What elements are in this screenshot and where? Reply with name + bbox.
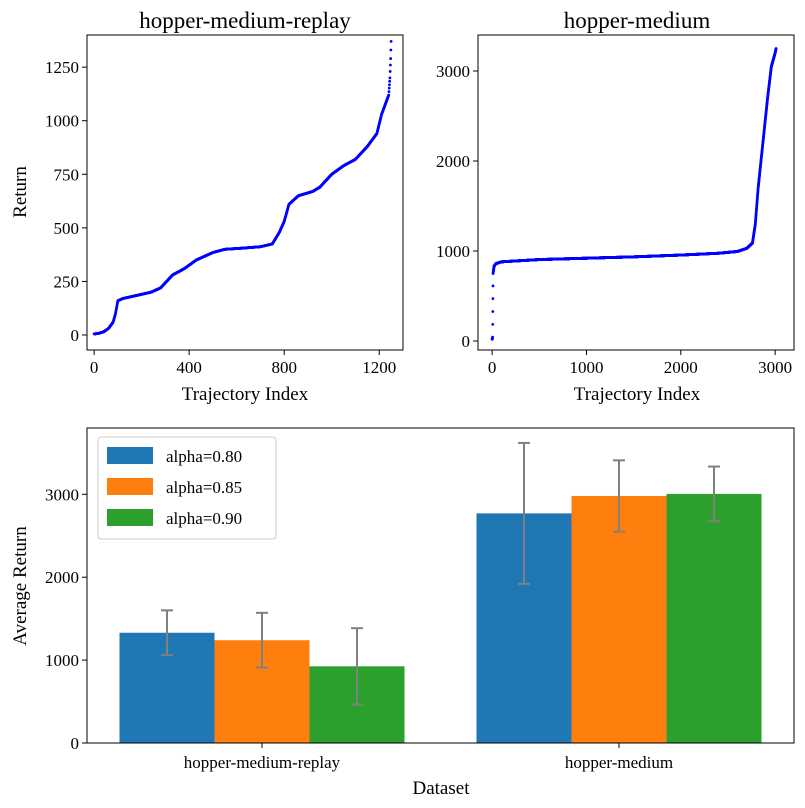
subplot-2-x-label: Trajectory Index — [574, 384, 701, 405]
data-point — [491, 284, 495, 288]
subplot-1-y-label: Return — [10, 166, 31, 218]
x-tick-label: hopper-medium-replay — [184, 753, 341, 772]
data-point — [491, 310, 495, 313]
x-tick-label: 3000 — [758, 358, 792, 377]
y-tick-label: 250 — [54, 272, 80, 291]
y-tick-label: 2000 — [45, 568, 79, 587]
data-point — [388, 79, 392, 83]
subplot-1-x-label: Trajectory Index — [182, 384, 309, 405]
subplot-3-y-ticks: 0 1000 2000 3000 — [45, 485, 87, 753]
legend-swatch-alpha-0.80 — [107, 447, 153, 464]
y-tick-label: 1000 — [45, 112, 79, 131]
x-tick-label: hopper-medium — [565, 753, 673, 772]
y-tick-label: 750 — [54, 165, 80, 184]
y-tick-label: 3000 — [436, 62, 470, 81]
subplot-1-points — [92, 40, 393, 336]
legend-label-alpha-0.80: alpha=0.80 — [166, 447, 242, 466]
data-point — [389, 40, 393, 43]
data-point — [389, 48, 393, 52]
data-point — [774, 47, 778, 50]
subplot-1-title: hopper-medium-replay — [139, 8, 351, 33]
data-point — [491, 335, 495, 339]
x-tick-label: 1200 — [362, 358, 396, 377]
subplot-2-x-ticks: 0 1000 2000 3000 — [488, 350, 792, 377]
subplot-3-x-label: Dataset — [413, 778, 471, 799]
y-tick-label: 3000 — [45, 485, 79, 504]
subplot-1-x-ticks: 0 400 800 1200 — [90, 350, 396, 377]
bar-alpha=0.85-hopper-medium — [571, 495, 667, 743]
subplot-2-title: hopper-medium — [564, 8, 711, 33]
y-tick-label: 0 — [71, 326, 80, 345]
data-point — [388, 70, 392, 73]
subplot-3-x-ticks: hopper-medium-replay hopper-medium — [184, 743, 673, 772]
x-tick-label: 0 — [90, 358, 99, 377]
legend-swatch-alpha-0.85 — [107, 478, 153, 495]
data-point — [387, 93, 391, 97]
x-tick-label: 1000 — [569, 358, 603, 377]
bar-alpha=0.90-hopper-medium — [666, 493, 762, 743]
data-point — [388, 83, 391, 87]
subplot-hopper-medium: hopper-medium 0 1000 2000 3000 0 1000 2000 300… — [436, 8, 795, 405]
y-tick-label: 2000 — [436, 152, 470, 171]
subplot-bar-chart: hopper-medium-replay hopper-medium 0 1000 2… — [10, 427, 795, 799]
data-point — [491, 322, 495, 326]
subplot-hopper-medium-replay: hopper-medium-replay 0 400 800 1200 0 250 500… — [10, 8, 404, 405]
data-point — [491, 297, 495, 301]
legend-label-alpha-0.85: alpha=0.85 — [166, 478, 242, 497]
subplot-3-y-label: Average Return — [10, 526, 31, 646]
subplot-1-frame — [86, 34, 404, 351]
x-tick-label: 0 — [488, 358, 497, 377]
subplot-2-frame — [477, 34, 795, 351]
y-tick-label: 0 — [71, 734, 80, 753]
subplot-1-y-ticks: 0 250 500 750 1000 1250 — [45, 58, 87, 345]
data-point — [387, 86, 391, 90]
legend: alpha=0.80 alpha=0.85 alpha=0.90 — [97, 436, 277, 540]
legend-label-alpha-0.90: alpha=0.90 — [166, 509, 242, 528]
data-point — [388, 76, 392, 80]
x-tick-label: 800 — [271, 358, 297, 377]
y-tick-label: 1000 — [45, 651, 79, 670]
subplot-2-points — [490, 47, 778, 341]
data-point — [389, 63, 392, 67]
y-tick-label: 500 — [54, 219, 80, 238]
data-point — [389, 57, 393, 60]
y-tick-label: 0 — [462, 332, 471, 351]
subplot-2-y-ticks: 0 1000 2000 3000 — [436, 62, 478, 351]
data-point — [387, 90, 391, 93]
legend-swatch-alpha-0.90 — [107, 509, 153, 526]
x-tick-label: 2000 — [664, 358, 698, 377]
x-tick-label: 400 — [176, 358, 202, 377]
y-tick-label: 1000 — [436, 242, 470, 261]
y-tick-label: 1250 — [45, 58, 79, 77]
